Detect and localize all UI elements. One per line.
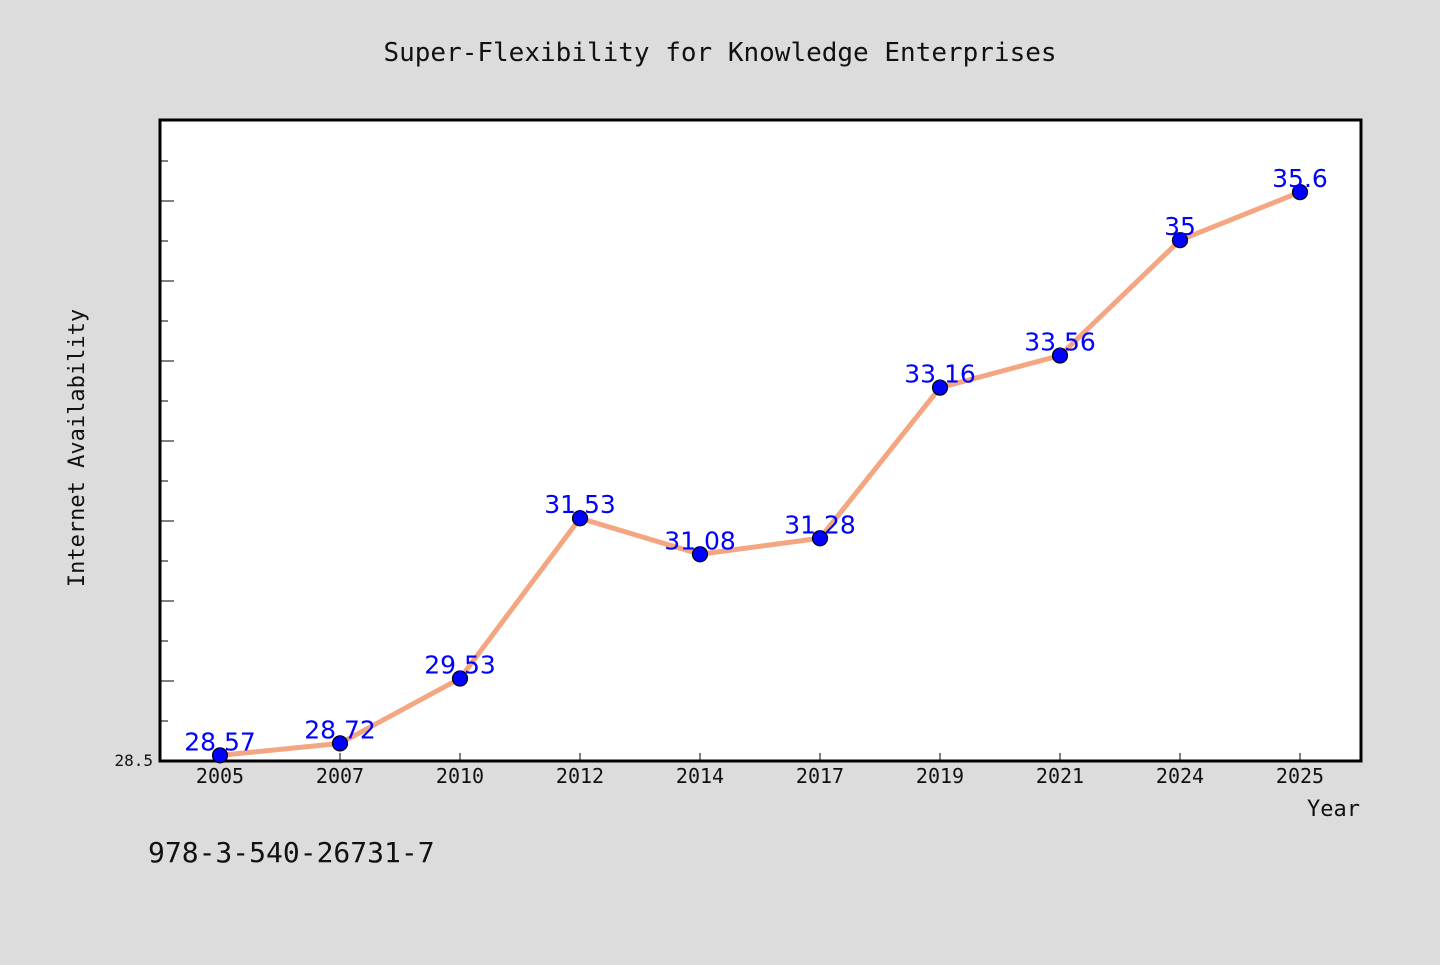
data-point	[1171, 232, 1189, 249]
series-line	[217, 189, 1303, 758]
x-axis-ticks: 2005 2007 2010 2012 2014 2017 2019 2021 2024 2025	[196, 753, 1324, 788]
x-tick-label: 2017	[796, 764, 844, 788]
data-point	[811, 530, 829, 547]
y-tick-label: 28.5	[114, 751, 153, 770]
data-point	[1051, 347, 1069, 364]
x-tick-label: 2024	[1156, 764, 1204, 788]
data-label: 35	[1164, 212, 1196, 241]
data-label: 35.6	[1272, 164, 1328, 193]
data-point	[451, 670, 469, 687]
data-label: 31.53	[544, 490, 616, 519]
data-point	[211, 747, 229, 764]
plot-area	[158, 118, 1363, 763]
chart-title: Super-Flexibility for Knowledge Enterpri…	[383, 38, 1056, 68]
x-tick-label: 2012	[556, 764, 604, 788]
data-point	[931, 379, 949, 396]
x-axis-label: Year	[1307, 797, 1360, 822]
x-tick-label: 2014	[676, 764, 724, 788]
x-tick-label: 2010	[436, 764, 484, 788]
data-label: 28.57	[184, 727, 256, 756]
data-label: 33.56	[1024, 328, 1096, 357]
data-point	[1291, 184, 1309, 201]
x-tick-label: 2021	[1036, 764, 1084, 788]
x-tick-label: 2005	[196, 764, 244, 788]
isbn-footer: 978-3-540-26731-7	[148, 836, 435, 869]
data-label: 29.53	[424, 650, 496, 679]
x-tick-label: 2007	[316, 764, 364, 788]
series-layer	[211, 184, 1309, 764]
data-point	[331, 735, 349, 752]
data-point	[571, 510, 589, 527]
y-axis-ticks	[160, 120, 174, 762]
data-label: 31.08	[664, 526, 736, 555]
x-tick-label: 2019	[916, 764, 964, 788]
data-label: 31.28	[784, 510, 856, 539]
data-label: 28.72	[304, 715, 376, 744]
x-tick-label: 2025	[1276, 764, 1324, 788]
y-axis-label: Internet Availability	[65, 309, 90, 587]
data-labels: 28.57 28.72 29.53 31.53 31.08 31.28 33.16 33.56…	[184, 164, 1328, 756]
data-point	[691, 546, 709, 563]
data-label: 33.16	[904, 360, 976, 389]
